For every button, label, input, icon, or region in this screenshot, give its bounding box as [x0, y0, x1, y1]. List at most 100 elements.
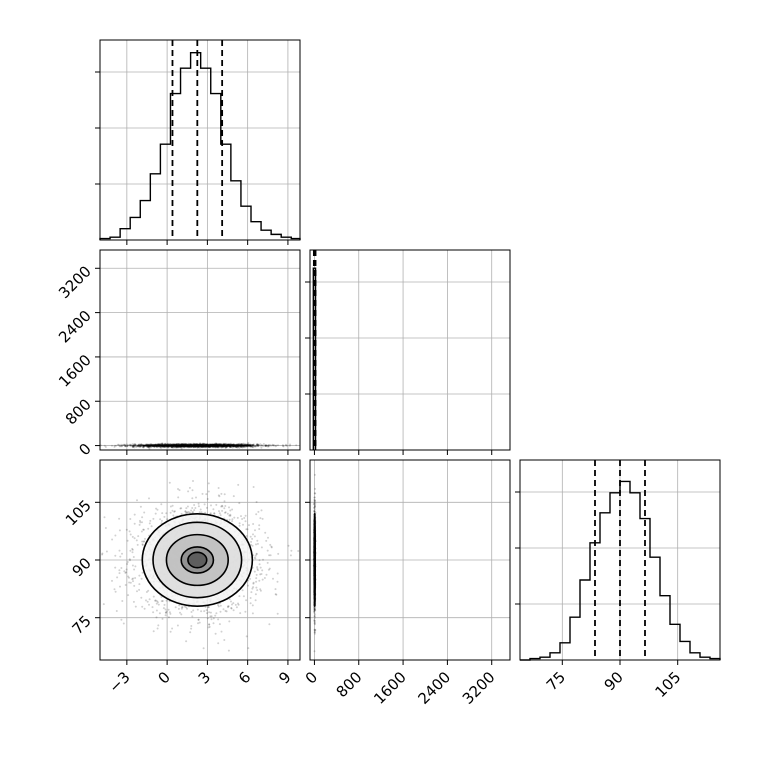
scatter-point	[176, 446, 178, 449]
contour-line	[152, 521, 243, 599]
scatter-point	[271, 443, 274, 446]
scatter-point	[264, 444, 267, 447]
scatter-point	[114, 534, 117, 537]
scatter-point	[213, 512, 216, 515]
scatter-point	[263, 577, 266, 579]
scatter-point	[255, 580, 258, 583]
scatter-point	[179, 611, 181, 614]
scatter-point	[229, 442, 232, 445]
scatter-point	[132, 444, 135, 447]
scatter-point	[165, 512, 168, 515]
scatter-point	[218, 443, 221, 445]
scatter-point	[139, 445, 142, 448]
scatter-point	[145, 599, 147, 602]
scatter-point	[164, 608, 167, 611]
scatter-point	[255, 501, 258, 503]
scatter-point	[167, 616, 170, 619]
scatter-point	[207, 482, 210, 485]
contour-line	[165, 533, 229, 587]
scatter-point	[140, 596, 143, 599]
scatter-point	[247, 441, 250, 444]
scatter-point	[186, 505, 189, 508]
scatter-point	[119, 555, 122, 558]
scatter-point	[284, 443, 287, 446]
scatter-point	[256, 444, 259, 447]
scatter-point	[177, 446, 180, 449]
scatter-point	[133, 522, 136, 525]
scatter-point	[126, 444, 129, 447]
scatter-point	[140, 443, 143, 446]
scatter-point	[169, 630, 172, 633]
scatter-point	[177, 607, 180, 610]
scatter-point	[232, 602, 235, 605]
scatter-point	[212, 508, 215, 511]
scatter-point	[131, 551, 134, 554]
scatter-point	[123, 444, 126, 447]
scatter-point	[252, 446, 254, 449]
scatter-point	[149, 519, 152, 522]
scatter-point	[216, 446, 218, 448]
hist-panel-1	[305, 249, 511, 455]
scatter-point	[269, 554, 272, 557]
scatter-point	[188, 446, 190, 449]
scatter-point	[180, 613, 183, 616]
scatter-point	[185, 512, 187, 515]
scatter-point	[262, 558, 264, 561]
scatter-point	[190, 627, 193, 630]
scatter-point	[164, 442, 167, 445]
scatter-point	[260, 573, 263, 575]
scatter-point	[139, 444, 142, 447]
scatter-point	[274, 588, 277, 591]
scatter-point	[281, 444, 284, 447]
scatter-point	[245, 599, 248, 602]
scatter-point	[269, 543, 272, 546]
scatter-point	[176, 443, 178, 446]
scatter-point	[125, 445, 128, 448]
scatter-point	[252, 444, 255, 447]
scatter-point	[313, 631, 316, 634]
scatter-point	[261, 569, 264, 572]
scatter-point	[137, 444, 140, 447]
scatter-point	[167, 442, 170, 445]
scatter-point	[267, 536, 269, 539]
scatter-point	[118, 569, 121, 572]
scatter-point	[253, 445, 255, 448]
scatter-point	[185, 507, 188, 510]
scatter-point	[133, 444, 136, 447]
scatter-point	[93, 583, 95, 585]
scatter-point	[189, 446, 192, 449]
scatter-point	[254, 599, 257, 602]
scatter-point	[131, 547, 134, 550]
scatter-point	[179, 446, 181, 449]
scatter-point	[234, 446, 237, 449]
scatter-point	[260, 509, 263, 512]
scatter-point	[191, 489, 194, 492]
scatter-point	[181, 606, 184, 609]
scatter-point	[214, 614, 217, 617]
scatter-point	[240, 515, 242, 518]
scatter-point	[124, 584, 127, 586]
scatter-point	[200, 511, 203, 514]
scatter-point	[192, 446, 195, 449]
scatter-point	[139, 445, 142, 448]
scatter-point	[150, 446, 153, 449]
scatter-point	[212, 617, 215, 620]
scatter-point	[141, 516, 144, 519]
scatter-point	[313, 499, 316, 501]
scatter-point	[252, 443, 255, 446]
scatter-point	[144, 537, 146, 540]
scatter-point	[154, 512, 157, 515]
scatter-point	[170, 446, 173, 449]
scatter-point	[268, 443, 271, 446]
scatter-point	[210, 504, 212, 507]
grid-vertical	[126, 250, 289, 450]
scatter-point	[180, 447, 183, 450]
contour-line	[180, 546, 215, 574]
scatter-point	[126, 445, 129, 447]
scatter-point	[255, 553, 258, 556]
scatter-point	[201, 442, 204, 445]
scatter-point	[221, 509, 224, 512]
scatter-point	[313, 505, 316, 508]
